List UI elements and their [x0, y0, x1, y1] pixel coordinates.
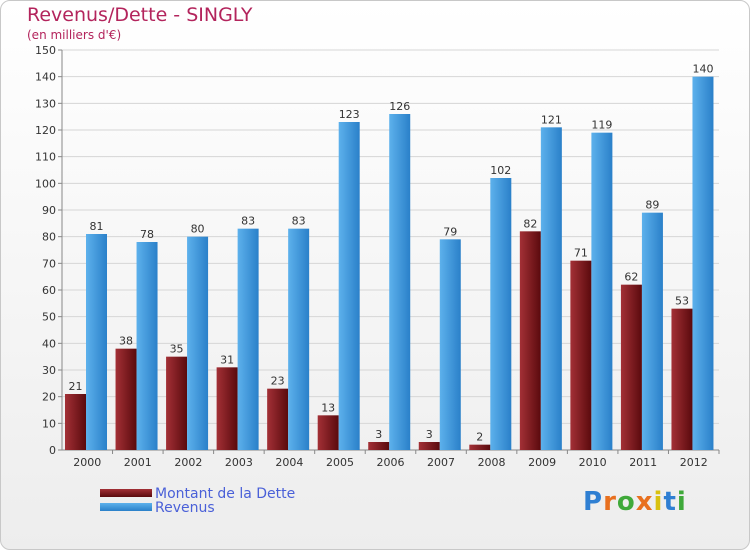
bar-revenus [439, 239, 461, 450]
y-tick-label: 40 [42, 337, 56, 350]
logo-letter: i [676, 487, 687, 517]
x-tick-label: 2008 [478, 456, 506, 469]
data-label-dette: 35 [170, 343, 184, 356]
bar-dette [317, 415, 339, 450]
x-tick-label: 2010 [579, 456, 607, 469]
bar-dette [418, 442, 440, 450]
y-tick-label: 150 [35, 44, 56, 57]
x-tick-label: 2012 [680, 456, 708, 469]
bar-revenus [338, 122, 360, 450]
bar-revenus [288, 228, 310, 450]
data-label-dette: 38 [119, 335, 133, 348]
data-label-revenus: 89 [645, 199, 659, 212]
legend-swatch-revenus [100, 503, 152, 511]
data-label-dette: 62 [624, 271, 638, 284]
data-label-revenus: 83 [241, 215, 255, 228]
y-tick-label: 50 [42, 311, 56, 324]
y-tick-label: 60 [42, 284, 56, 297]
bar-dette [368, 442, 390, 450]
bar-revenus [641, 212, 663, 450]
bar-dette [519, 231, 541, 450]
bar-revenus [86, 234, 107, 450]
data-label-revenus: 126 [389, 100, 410, 113]
bar-revenus [136, 242, 158, 450]
y-tick-label: 20 [42, 391, 56, 404]
logo-letter: x [635, 487, 654, 517]
data-label-revenus: 79 [443, 225, 457, 238]
chart-subtitle: (en milliers d'€) [27, 28, 122, 42]
legend-label-dette: Montant de la Dette [155, 486, 296, 502]
data-label-revenus: 83 [292, 215, 306, 228]
chart-title: Revenus/Dette - SINGLY [27, 4, 253, 26]
bar-revenus [540, 127, 562, 450]
bar-revenus [389, 114, 411, 450]
x-tick-label: 2007 [427, 456, 455, 469]
data-label-dette: 82 [523, 217, 537, 230]
proxiti-logo: Proxiti [583, 487, 687, 517]
y-tick-label: 120 [35, 124, 56, 137]
x-tick-label: 2003 [225, 456, 253, 469]
legend-label-revenus: Revenus [155, 500, 215, 516]
y-tick-label: 80 [42, 231, 56, 244]
data-label-dette: 21 [69, 380, 83, 393]
legend-swatch-dette [100, 489, 152, 497]
x-tick-label: 2000 [73, 456, 101, 469]
bar-chart: 0 10 20 30 40 50 60 70 80 90 100 110 120 130 140 150 200… [35, 44, 720, 469]
data-label-dette: 71 [574, 247, 588, 260]
logo-letter: P [583, 487, 604, 517]
x-tick-label: 2001 [124, 456, 152, 469]
data-label-dette: 31 [220, 353, 234, 366]
y-tick-label: 110 [35, 151, 56, 164]
data-label-revenus: 119 [591, 119, 612, 132]
y-tick-label: 140 [35, 71, 56, 84]
bar-revenus [187, 236, 209, 450]
logo-letter: o [616, 487, 636, 517]
data-label-revenus: 140 [692, 63, 713, 76]
data-label-dette: 13 [321, 401, 335, 414]
bar-dette [671, 308, 693, 450]
bar-dette [65, 394, 86, 450]
data-label-dette: 2 [476, 431, 483, 444]
x-tick-label: 2005 [326, 456, 354, 469]
data-label-revenus: 102 [490, 164, 511, 177]
bar-dette [267, 388, 289, 450]
data-label-revenus: 121 [541, 113, 562, 126]
y-tick-label: 0 [49, 444, 56, 457]
y-tick-label: 130 [35, 97, 56, 110]
data-label-revenus: 123 [339, 108, 360, 121]
data-label-dette: 3 [375, 428, 382, 441]
logo-letter: i [653, 487, 664, 517]
y-tick-label: 30 [42, 364, 56, 377]
x-tick-label: 2011 [629, 456, 657, 469]
logo-letter: r [603, 487, 617, 517]
bar-dette [115, 348, 137, 450]
y-tick-label: 90 [42, 204, 56, 217]
bar-revenus [490, 178, 512, 450]
x-tick-label: 2002 [174, 456, 202, 469]
data-label-revenus: 78 [140, 228, 154, 241]
bar-dette [469, 444, 491, 450]
y-tick-label: 70 [42, 257, 56, 270]
x-tick-label: 2009 [528, 456, 556, 469]
data-label-revenus: 80 [191, 223, 205, 236]
data-label-dette: 3 [426, 428, 433, 441]
logo-letter: t [663, 487, 677, 517]
bar-dette [620, 284, 642, 450]
bar-revenus [692, 76, 714, 451]
data-label-revenus: 81 [90, 220, 104, 233]
bar-dette [216, 367, 238, 450]
x-tick-label: 2004 [275, 456, 303, 469]
bar-revenus [591, 132, 613, 450]
bar-dette [166, 356, 188, 450]
bar-dette [570, 260, 592, 450]
y-tick-label: 100 [35, 177, 56, 190]
data-label-dette: 53 [675, 295, 689, 308]
data-label-dette: 23 [271, 375, 285, 388]
bar-revenus [237, 228, 259, 450]
y-tick-label: 10 [42, 417, 56, 430]
x-tick-label: 2006 [377, 456, 405, 469]
